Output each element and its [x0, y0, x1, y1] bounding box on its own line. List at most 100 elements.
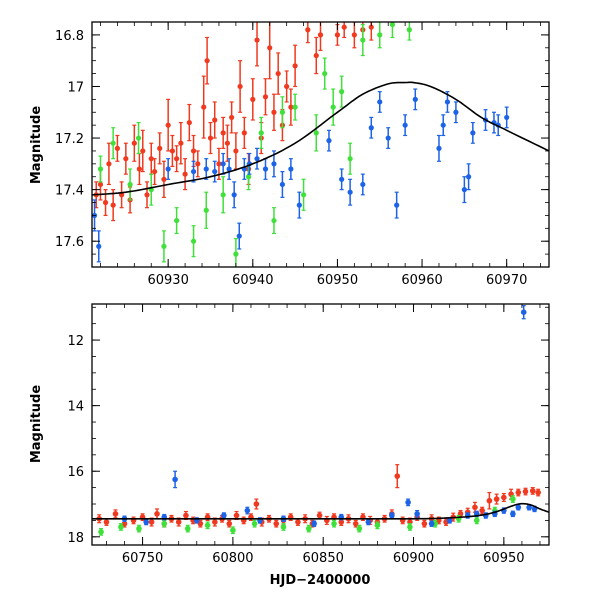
y-tick-label: 12 — [67, 334, 84, 349]
data-point-red — [97, 181, 104, 188]
data-point-green — [233, 251, 239, 257]
data-point-blue — [412, 96, 418, 102]
data-point-green — [220, 192, 226, 198]
top-axes: 60930 60940 60950 60960 60970 16.8 17 17.2 17.4 1… — [55, 22, 549, 288]
data-point-blue — [389, 512, 395, 519]
data-point-blue — [385, 135, 391, 141]
series-blue-points — [92, 88, 510, 263]
y-tick-label: 17.2 — [55, 132, 84, 147]
data-point-red — [224, 140, 231, 146]
data-point-blue — [453, 109, 459, 115]
data-point-blue — [226, 166, 232, 172]
data-point-green — [313, 130, 319, 136]
data-point-red — [237, 83, 243, 90]
data-point-red — [288, 104, 294, 110]
data-point-red — [182, 171, 188, 177]
data-point-green — [389, 22, 396, 28]
data-point-red — [207, 135, 214, 141]
data-point-green — [190, 238, 197, 244]
data-point-blue — [414, 511, 420, 517]
data-point-green — [97, 166, 104, 172]
data-point-red — [204, 58, 210, 64]
data-point-blue — [279, 181, 286, 188]
data-point-blue — [526, 504, 532, 511]
bottom-plot-frame — [91, 303, 550, 546]
x-tick-label: 60900 — [393, 551, 434, 566]
data-point-red — [241, 130, 247, 136]
top-plot-area — [92, 22, 549, 267]
data-point-red — [316, 512, 323, 519]
data-point-blue — [365, 519, 372, 525]
y-tick-label: 14 — [67, 400, 84, 415]
data-point-blue — [440, 122, 446, 128]
data-point-green — [280, 524, 287, 530]
data-point-green — [136, 525, 142, 532]
data-point-red — [102, 199, 109, 206]
data-point-blue — [515, 504, 522, 511]
data-point-green — [360, 37, 366, 43]
series-green-points — [97, 22, 412, 267]
data-point-green — [204, 522, 211, 529]
data-point-green — [305, 525, 312, 532]
data-point-green — [245, 174, 252, 180]
data-point-green — [377, 32, 383, 38]
data-point-blue — [377, 99, 383, 105]
data-point-red — [157, 145, 163, 151]
data-point-green — [510, 496, 516, 502]
data-point-blue — [288, 166, 294, 172]
data-point-green — [356, 525, 363, 532]
data-point-red — [313, 52, 319, 59]
data-point-red — [190, 148, 197, 154]
data-point-red — [253, 501, 260, 507]
data-point-red — [275, 70, 281, 77]
top-ylabel: Magnitude — [29, 106, 44, 185]
y-tick-label: 18 — [67, 531, 84, 546]
data-point-red — [267, 45, 273, 51]
data-point-red — [233, 148, 239, 154]
y-tick-label: 16 — [67, 465, 84, 480]
y-tick-label: 17.4 — [55, 184, 84, 199]
data-point-green — [339, 89, 345, 95]
data-point-red — [186, 119, 192, 126]
data-point-green — [331, 520, 337, 527]
data-point-green — [118, 524, 124, 530]
data-point-green — [184, 525, 191, 532]
data-point-green — [174, 217, 180, 224]
data-point-blue — [262, 166, 269, 172]
data-point-green — [161, 243, 167, 249]
data-point-red — [212, 117, 218, 123]
data-point-red — [123, 156, 129, 162]
data-point-red — [284, 83, 290, 90]
data-point-red — [226, 520, 233, 527]
data-point-red — [529, 488, 536, 494]
data-point-red — [220, 130, 226, 136]
bottom-axes: 60750 60800 60850 60900 60950 12 14 16 18 — [67, 304, 549, 566]
data-point-green — [230, 527, 236, 534]
data-point-red — [212, 519, 218, 525]
data-point-blue — [428, 520, 435, 527]
model-curve — [92, 502, 549, 520]
data-point-red — [338, 519, 345, 525]
data-point-green — [473, 517, 480, 524]
data-point-red — [114, 145, 120, 151]
data-point-blue — [466, 174, 472, 180]
data-point-red — [334, 32, 341, 38]
bottom-plot-area — [92, 305, 549, 536]
data-point-red — [103, 519, 110, 525]
data-point-red — [271, 109, 277, 115]
x-tick-label: 60960 — [401, 273, 442, 288]
top-panel: 60930 60940 60950 60960 60970 16.8 17 17.2 17.4 1… — [29, 21, 550, 288]
data-point-red — [515, 489, 522, 496]
data-point-red — [262, 94, 269, 100]
data-point-blue — [461, 187, 467, 193]
data-point-green — [292, 104, 298, 110]
data-point-blue — [203, 166, 209, 172]
data-point-blue — [444, 99, 451, 105]
data-point-blue — [504, 114, 510, 121]
data-point-red — [175, 519, 182, 525]
data-point-red — [233, 512, 240, 519]
data-point-blue — [405, 499, 411, 506]
data-point-red — [148, 519, 155, 525]
data-point-blue — [470, 130, 476, 136]
